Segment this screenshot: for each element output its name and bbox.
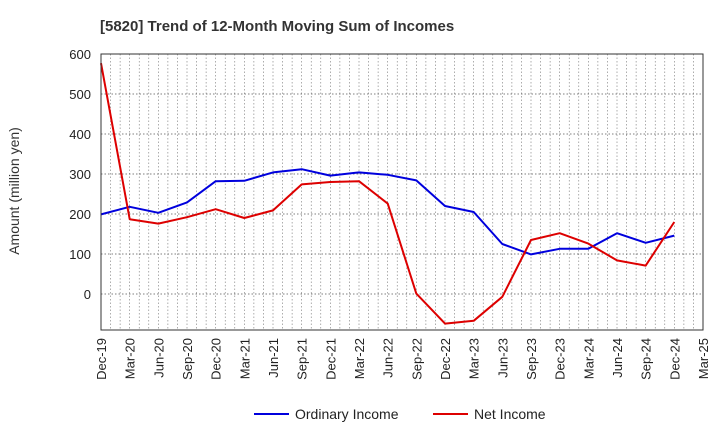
x-tick-label: Dec-20 [209,338,224,380]
x-tick-label: Sep-24 [639,338,654,380]
y-tick-label: 200 [69,207,91,222]
y-tick-label: 500 [69,87,91,102]
series-line-2 [100,63,676,325]
x-tick-label: Mar-21 [237,338,252,379]
series-line-1 [100,168,675,256]
x-tick-label: Jun-22 [381,338,396,378]
legend-label: Ordinary Income [295,406,399,422]
x-tick-label: Jun-21 [266,338,281,378]
x-tick-label: Mar-20 [123,338,138,379]
x-tick-label: Dec-23 [553,338,568,380]
chart-title: [5820] Trend of 12-Month Moving Sum of I… [100,18,454,35]
x-tick-label: Mar-24 [581,338,596,379]
y-tick-label: 600 [69,47,91,62]
x-tick-label: Sep-22 [409,338,424,380]
x-tick-label: Sep-23 [524,338,539,380]
x-tick-label: Mar-22 [352,338,367,379]
x-tick-label: Dec-19 [94,338,109,380]
y-tick-label: 0 [84,287,91,302]
x-tick-label: Sep-21 [295,338,310,380]
legend-label: Net Income [474,406,546,422]
x-tick-label: Mar-25 [696,338,711,379]
y-tick-label: 100 [69,247,91,262]
x-tick-label: Dec-21 [323,338,338,380]
legend: Ordinary Income Net Income [254,406,546,422]
x-tick-label: Mar-23 [467,338,482,379]
x-tick-label: Jun-20 [151,338,166,378]
y-tick-label: 300 [69,167,91,182]
series-lines [100,63,676,325]
plot-frame [100,53,704,331]
y-axis-ticks: 0 100 200 300 400 500 600 [69,47,91,302]
x-tick-label: Dec-22 [438,338,453,380]
x-tick-label: Jun-23 [495,338,510,378]
x-tick-label: Dec-24 [667,338,682,380]
x-axis-ticks: Dec-19 Mar-20 Jun-20 Sep-20 Dec-20 Mar-21 Jun-… [94,338,711,380]
grid [101,53,703,330]
x-tick-label: Jun-24 [610,338,625,378]
x-tick-label: Sep-20 [180,338,195,380]
y-tick-label: 400 [69,127,91,142]
y-axis-label: Amount (million yen) [6,127,22,255]
